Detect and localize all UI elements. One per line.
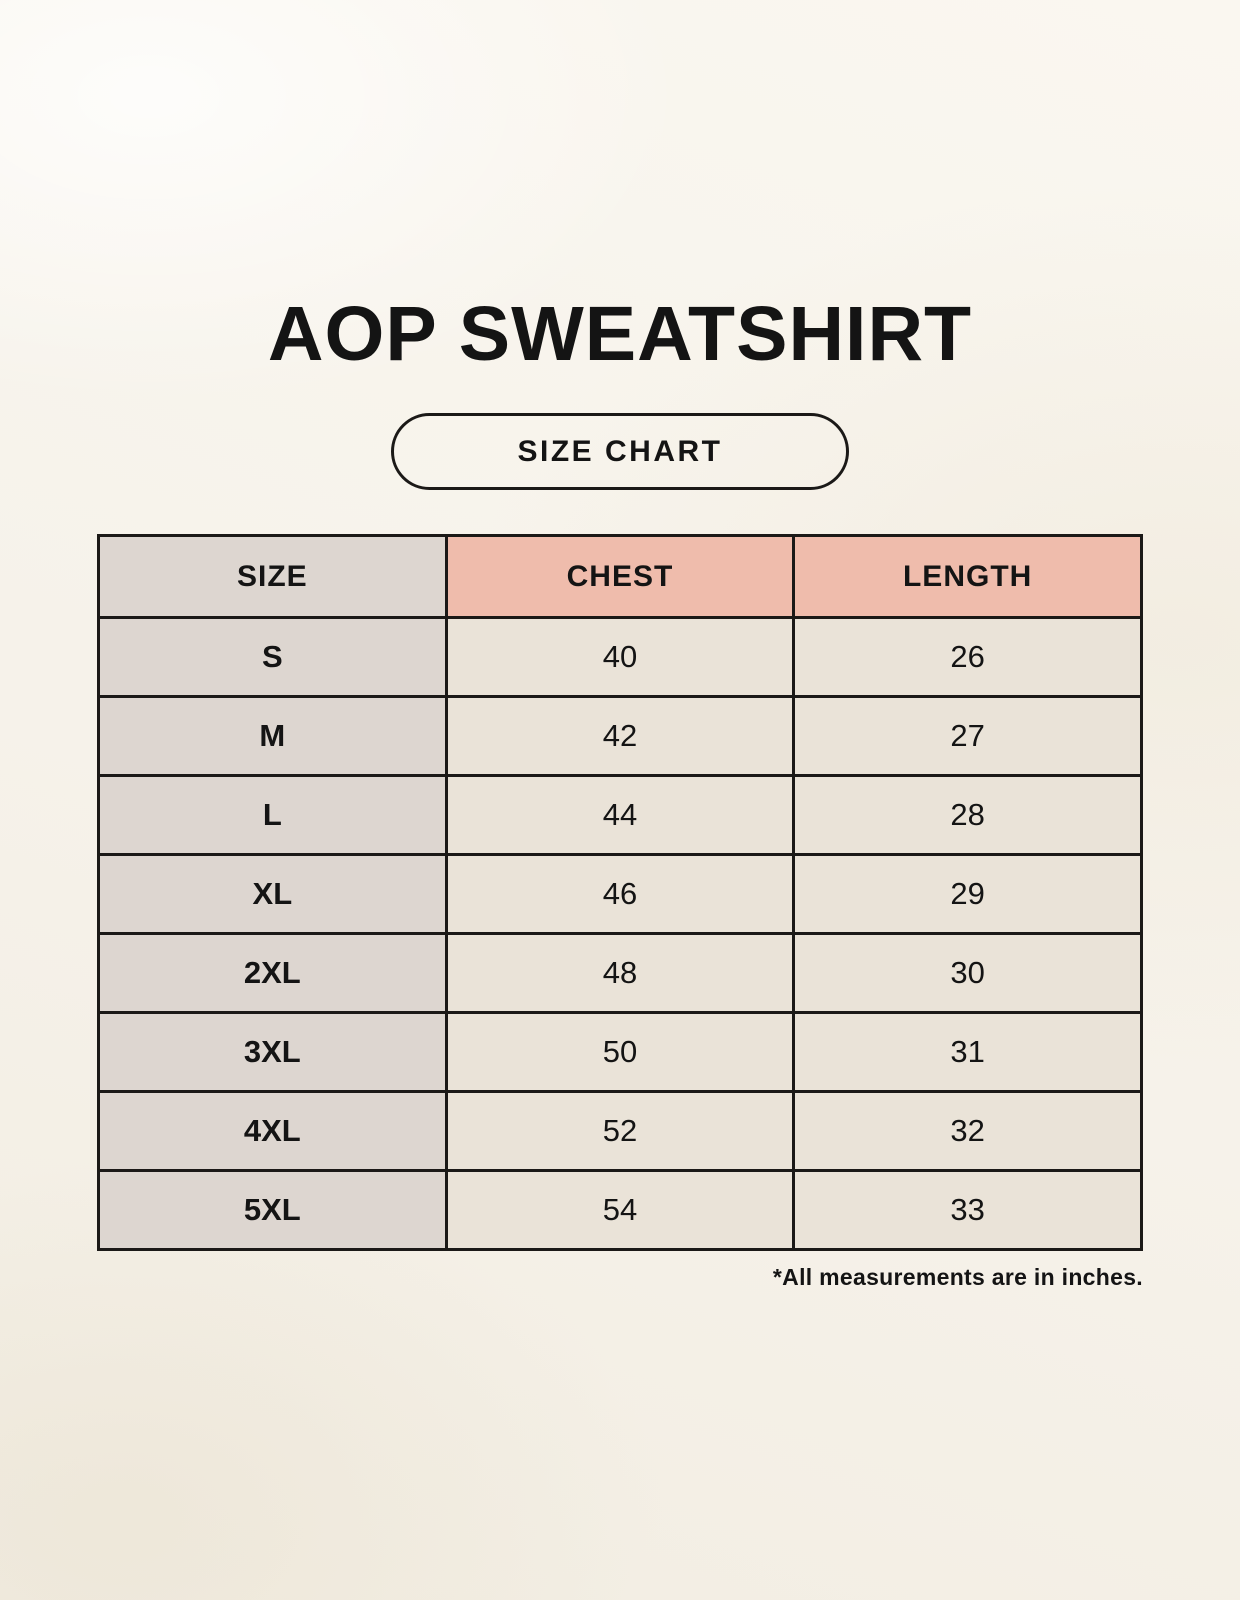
size-cell: XL bbox=[97, 853, 448, 935]
column-header-size: SIZE bbox=[97, 534, 448, 619]
size-cell: 2XL bbox=[97, 932, 448, 1014]
size-chart-table: SIZE CHEST LENGTH S 40 26 M 42 27 L 44 2… bbox=[97, 534, 1143, 1251]
size-cell: 5XL bbox=[97, 1169, 448, 1251]
chest-cell: 50 bbox=[444, 1011, 796, 1093]
length-cell: 26 bbox=[792, 616, 1143, 698]
measurement-note: *All measurements are in inches. bbox=[772, 1264, 1143, 1290]
size-cell: 4XL bbox=[97, 1090, 448, 1172]
size-cell: S bbox=[97, 616, 448, 698]
column-header-length: LENGTH bbox=[792, 534, 1143, 619]
size-cell: M bbox=[97, 695, 448, 777]
table-header-row: SIZE CHEST LENGTH bbox=[97, 534, 1143, 619]
size-cell: L bbox=[97, 774, 448, 856]
length-cell: 32 bbox=[792, 1090, 1143, 1172]
column-header-chest: CHEST bbox=[444, 534, 796, 619]
page-title: AOP SWEATSHIRT bbox=[267, 291, 973, 377]
size-cell: 3XL bbox=[97, 1011, 448, 1093]
table-row: 3XL 50 31 bbox=[97, 1011, 1143, 1093]
chest-cell: 40 bbox=[444, 616, 796, 698]
chest-cell: 46 bbox=[444, 853, 796, 935]
length-cell: 30 bbox=[792, 932, 1143, 1014]
table-row: 2XL 48 30 bbox=[97, 932, 1143, 1014]
chest-cell: 44 bbox=[444, 774, 796, 856]
table-row: S 40 26 bbox=[97, 616, 1143, 698]
size-chart-badge: SIZE CHART bbox=[391, 413, 849, 490]
table-row: 4XL 52 32 bbox=[97, 1090, 1143, 1172]
length-cell: 31 bbox=[792, 1011, 1143, 1093]
chest-cell: 48 bbox=[444, 932, 796, 1014]
table-row: M 42 27 bbox=[97, 695, 1143, 777]
length-cell: 28 bbox=[792, 774, 1143, 856]
length-cell: 27 bbox=[792, 695, 1143, 777]
chest-cell: 52 bbox=[444, 1090, 796, 1172]
length-cell: 33 bbox=[792, 1169, 1143, 1251]
size-chart-badge-label: SIZE CHART bbox=[517, 434, 723, 468]
chest-cell: 42 bbox=[444, 695, 796, 777]
table-row: 5XL 54 33 bbox=[97, 1169, 1143, 1251]
table-row: XL 46 29 bbox=[97, 853, 1143, 935]
chest-cell: 54 bbox=[444, 1169, 796, 1251]
length-cell: 29 bbox=[792, 853, 1143, 935]
table-row: L 44 28 bbox=[97, 774, 1143, 856]
